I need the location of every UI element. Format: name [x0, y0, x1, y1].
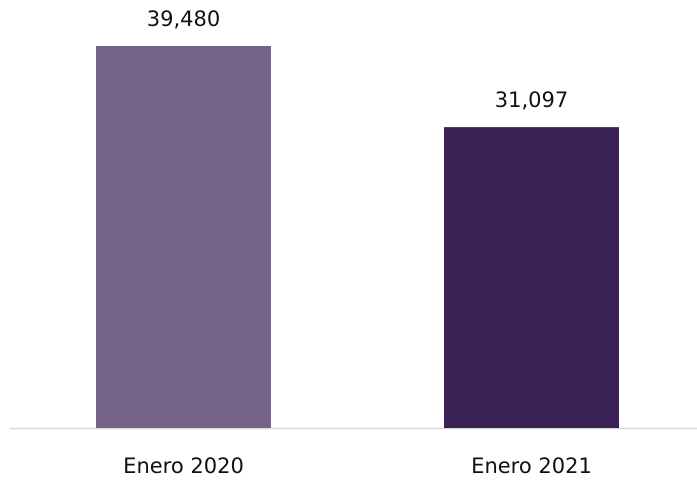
- data-label: 31,097: [495, 88, 568, 112]
- bar: [96, 46, 271, 428]
- x-tick-label: Enero 2020: [123, 454, 244, 478]
- x-tick-label: Enero 2021: [471, 454, 592, 478]
- bar: [444, 127, 619, 428]
- data-label: 39,480: [147, 7, 220, 31]
